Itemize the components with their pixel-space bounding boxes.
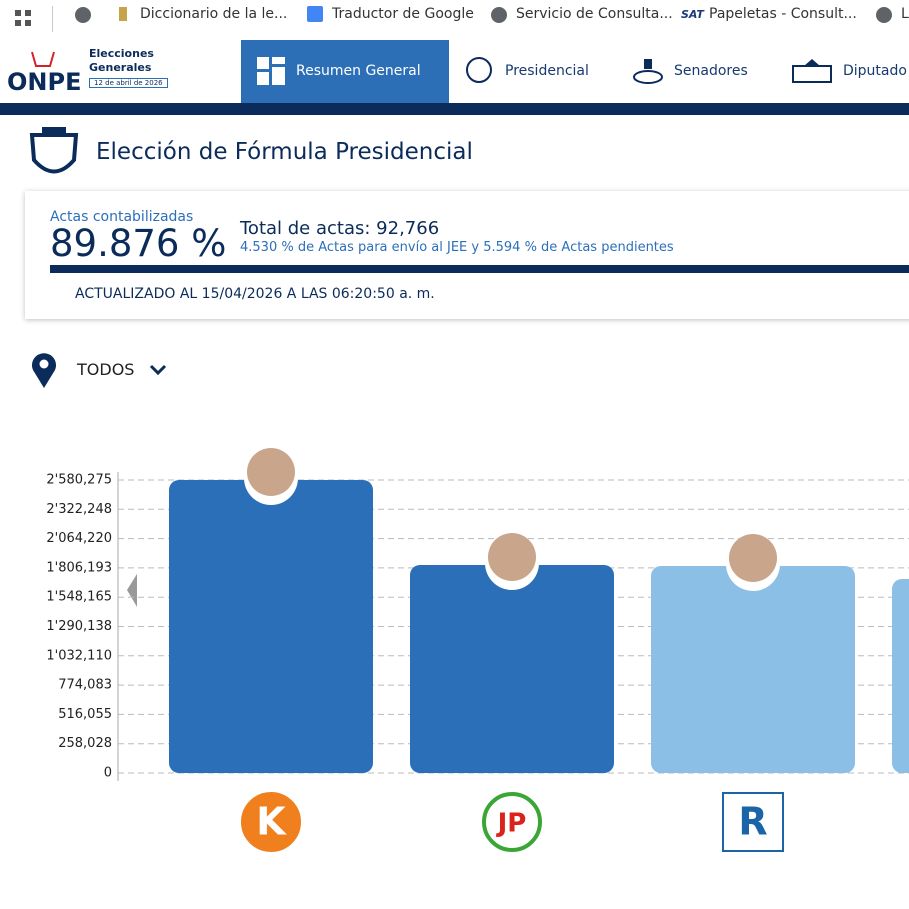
y-tick-label: 516,055 — [58, 707, 112, 722]
y-tick-label: 258,028 — [58, 736, 112, 751]
bookmark[interactable]: Papeletas - Consult... — [709, 6, 857, 22]
y-tick-label: 1'290,138 — [46, 619, 112, 634]
summary-card: Actas contabilizadas 89.876 % Total de a… — [25, 191, 909, 319]
bookmark[interactable]: L — [901, 6, 909, 22]
nav-strip — [0, 103, 909, 115]
prev-arrow[interactable] — [127, 574, 137, 607]
coat-of-arms — [29, 127, 79, 174]
bookmark[interactable]: Traductor de Google — [332, 6, 474, 22]
updated: ACTUALIZADO AL 15/04/2026 A LAS 06:20:50… — [75, 286, 435, 302]
y-tick-label: 2'064,220 — [46, 531, 112, 546]
summary-detail: 4.530 % de Actas para envío al JEE y 5.5… — [240, 240, 674, 255]
tab[interactable]: Resumen General — [296, 63, 421, 79]
bar — [169, 480, 373, 773]
summary-total: Total de actas: 92,766 — [240, 218, 440, 239]
bookmark[interactable]: Servicio de Consulta... — [516, 6, 673, 22]
tab[interactable]: Senadores — [674, 63, 748, 79]
logo: ONPE — [7, 68, 82, 96]
translate-icon — [307, 6, 323, 22]
y-tick-label: 1'032,110 — [46, 648, 112, 663]
tab-icon — [257, 57, 285, 85]
globe-icon — [491, 7, 507, 23]
sat-icon: SAT — [681, 8, 704, 21]
globe-icon — [876, 7, 892, 23]
location-icon — [32, 353, 56, 388]
y-tick-label: 2'322,248 — [46, 502, 112, 517]
ballot-icon — [31, 51, 55, 67]
apps-icon[interactable] — [14, 9, 34, 29]
bookmark[interactable]: Diccionario de la le... — [140, 6, 288, 22]
page-title: Elección de Fórmula Presidencial — [96, 139, 473, 165]
tab[interactable]: Presidencial — [505, 63, 589, 79]
bar — [892, 579, 909, 773]
nav-bar: ONPE Elecciones Generales 12 de abril de… — [0, 40, 909, 103]
y-tick-label: 1'548,165 — [46, 590, 112, 605]
event-line: Elecciones — [89, 47, 154, 60]
tab[interactable]: Diputado — [843, 63, 907, 79]
bookmarks-bar: Diccionario de la le... Traductor de Goo… — [0, 0, 909, 41]
candidate-photo — [729, 533, 777, 582]
party-logo-ring — [241, 792, 301, 852]
candidate-photo — [488, 533, 536, 582]
party-logo: JP — [496, 809, 527, 839]
y-tick-label: 774,083 — [58, 678, 112, 693]
event-date: 12 de abril de 2026 — [89, 78, 168, 88]
tab-icon — [633, 59, 663, 84]
globe-icon — [75, 7, 91, 23]
party-logo-frame — [722, 792, 784, 852]
party-logo-ring — [482, 792, 542, 852]
progress-bar — [50, 265, 909, 273]
y-tick-label: 0 — [104, 766, 112, 781]
y-tick-label: 1'806,193 — [46, 560, 112, 575]
tab-icon — [466, 57, 492, 83]
y-tick-label: 2'580,275 — [46, 473, 112, 488]
candidate-photo — [247, 448, 295, 496]
party-logo: K — [256, 800, 287, 844]
tab-icon — [792, 59, 832, 83]
event-line: Generales — [89, 61, 152, 74]
summary-percent: 89.876 % — [50, 222, 227, 265]
party-logo: R — [738, 800, 767, 844]
filter[interactable]: TODOS — [77, 360, 135, 379]
bar — [410, 565, 614, 773]
bar — [651, 565, 855, 773]
summary-label: Actas contabilizadas — [50, 209, 194, 225]
dict-icon — [119, 7, 127, 21]
dropdown-icon[interactable] — [148, 362, 168, 378]
